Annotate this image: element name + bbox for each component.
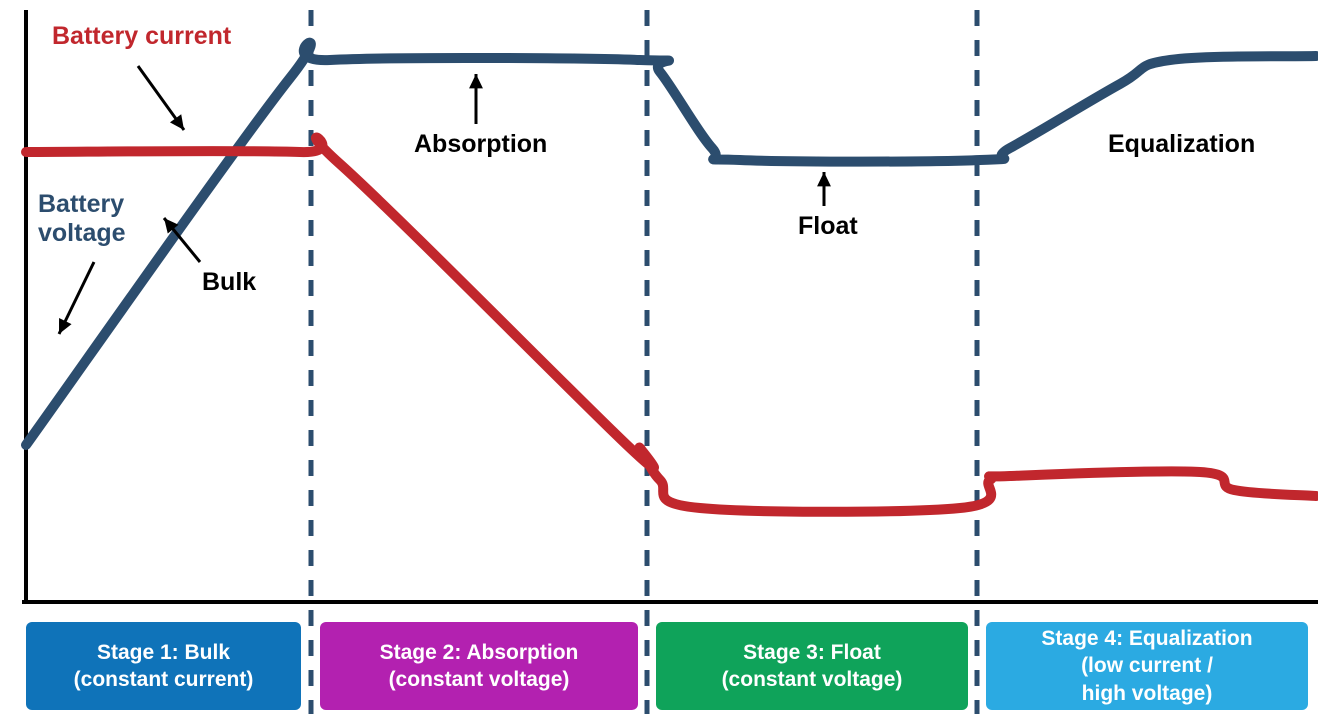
equalization-label: Equalization [1108, 130, 1255, 159]
voltage-curve [26, 43, 1316, 445]
stage-box-1: Stage 1: Bulk(constant current) [26, 622, 301, 710]
stage-box-line: high voltage) [1082, 680, 1213, 707]
bulk-label: Bulk [202, 268, 256, 297]
arrow-head-icon [170, 114, 184, 130]
stage-box-4: Stage 4: Equalization(low current /high … [986, 622, 1308, 710]
axes [22, 10, 1318, 602]
stage-box-line: (low current / [1081, 652, 1213, 679]
current-legend-label: Battery current [52, 22, 231, 51]
annotation-arrows [59, 66, 831, 334]
float-label: Float [798, 212, 858, 241]
stage-box-line: Stage 2: Absorption [380, 639, 579, 666]
battery-charging-chart [0, 0, 1318, 724]
stage-box-line: (constant voltage) [722, 666, 903, 693]
stage-box-line: Stage 1: Bulk [97, 639, 230, 666]
arrow-head-icon [469, 74, 483, 88]
current-curve [26, 138, 1316, 512]
stage-box-line: Stage 4: Equalization [1041, 625, 1252, 652]
voltage-legend-label: Batteryvoltage [38, 190, 126, 248]
stage-dividers [311, 10, 977, 714]
stage-box-line: (constant current) [74, 666, 254, 693]
stage-box-line: Stage 3: Float [743, 639, 881, 666]
stage-box-3: Stage 3: Float(constant voltage) [656, 622, 968, 710]
absorption-label: Absorption [414, 130, 547, 159]
stage-box-2: Stage 2: Absorption(constant voltage) [320, 622, 638, 710]
arrow-head-icon [817, 172, 831, 186]
stage-box-line: (constant voltage) [389, 666, 570, 693]
